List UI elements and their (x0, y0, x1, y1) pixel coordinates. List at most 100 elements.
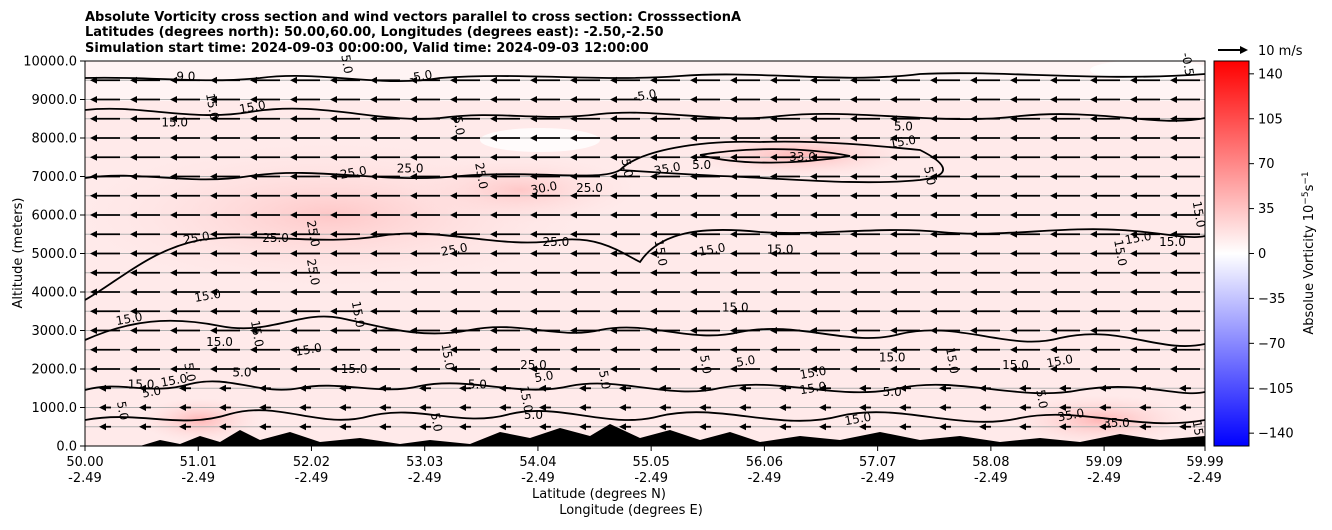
wind-vector-arrowhead (1130, 173, 1137, 180)
contour-label: 15.0 (349, 300, 367, 329)
wind-vector-arrowhead (1179, 384, 1186, 392)
wind-vector-arrowhead (290, 96, 297, 103)
wind-vector-arrowhead (450, 365, 457, 373)
wind-vector-arrowhead (930, 307, 937, 315)
x-tick-label-latitude: 51.01 (180, 455, 217, 470)
wind-vector-arrowhead (970, 76, 977, 84)
wind-vector-arrowhead (690, 327, 697, 334)
wind-vector-arrowhead (210, 327, 217, 334)
wind-vector-arrowhead (290, 192, 297, 200)
wind-vector-arrowhead (1170, 153, 1177, 161)
wind-vector-arrowhead (890, 96, 897, 103)
wind-vector-arrowhead (930, 96, 937, 103)
wind-vector-arrowhead (539, 423, 546, 431)
wind-vector-arrowhead (250, 173, 257, 180)
wind-vector-arrowhead (1170, 365, 1177, 373)
wind-vector-arrowhead (450, 230, 457, 238)
wind-vector-arrowhead (810, 173, 817, 180)
wind-vector-arrowhead (610, 288, 617, 296)
wind-vector-arrowhead (1050, 269, 1057, 277)
wind-vector-arrowhead (130, 269, 137, 277)
wind-vector-arrowhead (930, 365, 937, 373)
wind-vector-arrowhead (410, 211, 417, 219)
wind-vector-arrowhead (1010, 134, 1017, 142)
wind-vector-arrowhead (290, 115, 297, 123)
contour-label: 15.0 (1190, 419, 1208, 448)
wind-vector-arrowhead (130, 307, 137, 315)
wind-vector-arrowhead (450, 134, 457, 142)
y-tick-label: 0.0 (56, 440, 77, 455)
contour-label: 5.0 (596, 369, 613, 390)
wind-vector-arrowhead (499, 384, 506, 392)
wind-vector-arrowhead (130, 346, 137, 354)
wind-vector-arrowhead (1050, 327, 1057, 334)
contour-label: 5.0 (524, 408, 543, 422)
field-white-patch (480, 128, 600, 152)
x-tick-label-latitude: 50.00 (66, 455, 103, 470)
wind-vector-arrowhead (1170, 192, 1177, 200)
wind-vector-arrowhead (570, 365, 577, 373)
x-tick-label-latitude: 52.02 (293, 455, 330, 470)
wind-vector-arrowhead (250, 115, 257, 123)
wind-vector-arrowhead (450, 288, 457, 296)
wind-vector-arrowhead (490, 288, 497, 296)
wind-vector-arrowhead (899, 384, 906, 392)
wind-vector-arrowhead (570, 211, 577, 219)
wind-vector-arrowhead (130, 250, 137, 257)
wind-vector-arrowhead (530, 269, 537, 277)
wind-vector-arrowhead (1050, 96, 1057, 103)
wind-vector-arrowhead (1010, 173, 1017, 180)
wind-vector-arrowhead (370, 211, 377, 219)
wind-vector-arrowhead (770, 307, 777, 315)
wind-vector-arrowhead (779, 384, 786, 392)
wind-vector-arrowhead (1170, 269, 1177, 277)
wind-vector-arrowhead (130, 173, 137, 180)
wind-vector-arrowhead (770, 288, 777, 296)
wind-vector-arrowhead (810, 96, 817, 103)
title-line-3: Simulation start time: 2024-09-03 00:00:… (85, 41, 649, 56)
wind-vector-arrowhead (890, 327, 897, 334)
wind-vector-arrowhead (410, 230, 417, 238)
wind-vector-arrowhead (210, 96, 217, 103)
wind-vector-arrowhead (290, 173, 297, 180)
contour-line (85, 169, 621, 181)
contour-label: 33.0 (789, 150, 816, 164)
wind-vector-arrowhead (810, 230, 817, 238)
wind-vector-arrowhead (970, 153, 977, 161)
contour-label: 15.0 (206, 335, 233, 349)
wind-vector-arrowhead (659, 423, 666, 431)
x-tick-label-latitude: 59.09 (1085, 455, 1122, 470)
wind-vector-arrowhead (330, 230, 337, 238)
wind-vector-arrowhead (730, 230, 737, 238)
wind-vector-arrowhead (250, 250, 257, 257)
contour-labels: 5.0-5.09.015.0 15.015.0 5.0-5.05.0-0.515.0… (114, 51, 1208, 448)
wind-vector-arrowhead (370, 153, 377, 161)
wind-vector-arrowhead (850, 269, 857, 277)
wind-vector-arrowhead (1130, 211, 1137, 219)
wind-vector-arrowhead (90, 365, 97, 373)
wind-vector-arrowhead (930, 173, 937, 180)
wind-vector-arrowhead (1050, 211, 1057, 219)
wind-vector-arrowhead (490, 153, 497, 161)
wind-vector-arrowhead (970, 346, 977, 354)
wind-vector-arrowhead (130, 230, 137, 238)
wind-vectors (90, 76, 1200, 431)
wind-vector-arrowhead (330, 269, 337, 277)
wind-vector-arrowhead (330, 192, 337, 200)
wind-vector-arrowhead (570, 327, 577, 334)
wind-vector-arrowhead (490, 269, 497, 277)
wind-vector-arrowhead (690, 192, 697, 200)
wind-vector-arrowhead (730, 115, 737, 123)
wind-vector-arrowhead (330, 134, 337, 142)
wind-vector-arrowhead (170, 346, 177, 354)
contour-label: 5.0 (468, 377, 487, 391)
wind-vector-arrowhead (690, 211, 697, 219)
wind-vector-arrowhead (90, 250, 97, 257)
wind-vector-arrowhead (250, 153, 257, 161)
wind-vector-arrowhead (1059, 404, 1066, 411)
wind-vector-arrowhead (610, 365, 617, 373)
colorbar-label: Absolue Vorticity 10−5s−1 (1301, 171, 1317, 334)
wind-vector-arrowhead (290, 250, 297, 257)
wind-vector-arrowhead (170, 96, 177, 103)
title-line-1: Absolute Vorticity cross section and win… (85, 10, 741, 25)
